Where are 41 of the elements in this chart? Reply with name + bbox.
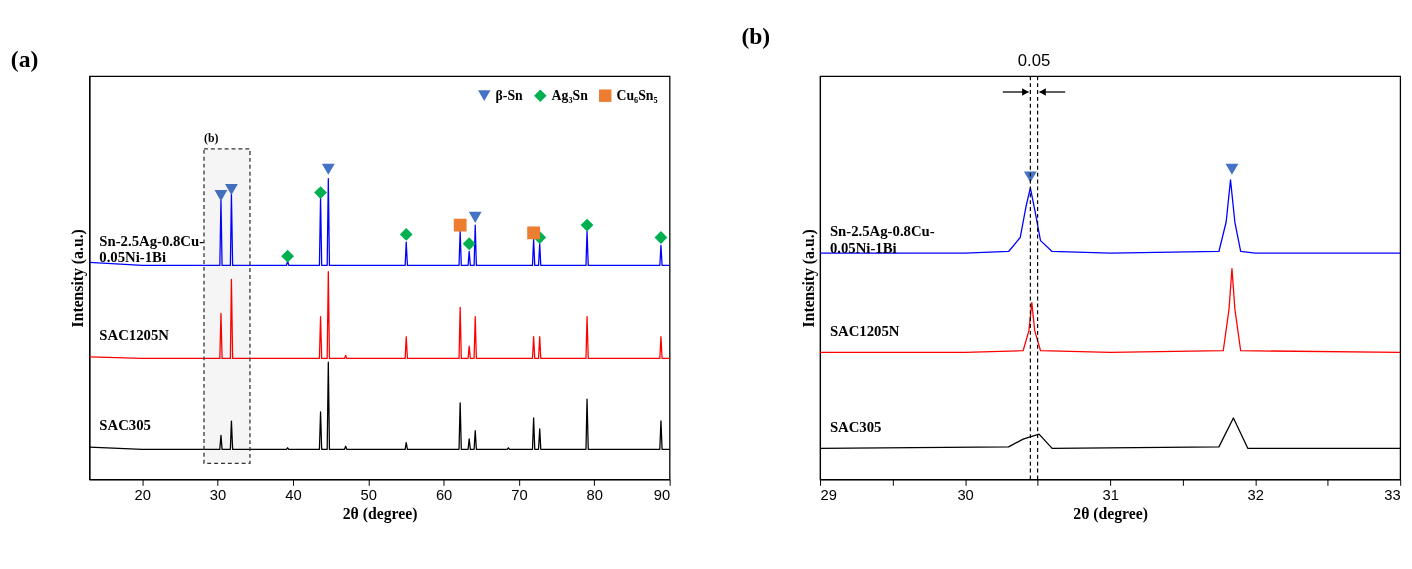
x-tick-label: 70 xyxy=(511,486,528,503)
series-label: SAC1205N xyxy=(829,322,900,339)
series-label: SAC305 xyxy=(99,417,151,434)
point xyxy=(580,218,594,232)
legend-label: Ag₃Sn xyxy=(551,87,589,103)
x-tick-label: 60 xyxy=(435,486,453,503)
x-tick-label: 40 xyxy=(285,486,302,503)
x-tick-label: 20 xyxy=(134,486,151,503)
x-axis-title: 2θ (degree) xyxy=(1073,505,1148,524)
point xyxy=(462,237,476,251)
x-tick-label: 30 xyxy=(209,486,227,503)
x-tick-label: 33 xyxy=(1384,486,1401,503)
x-tick-label: 31 xyxy=(1102,486,1119,503)
chart-title: (a) xyxy=(10,46,39,73)
series-label: SAC1205N xyxy=(99,327,170,344)
point xyxy=(453,218,467,232)
series-label: Sn-2.5Ag-0.8Cu-0.05Ni-1Bi xyxy=(99,232,205,266)
point xyxy=(281,249,295,263)
x-axis-title: 2θ (degree) xyxy=(342,505,418,524)
x-tick-label: 32 xyxy=(1247,486,1264,503)
text: 0.05 xyxy=(1017,51,1051,71)
point xyxy=(225,183,238,196)
point xyxy=(321,163,335,175)
x-tick-label: 50 xyxy=(360,486,377,503)
band-label: (b) xyxy=(204,130,219,145)
legend-label: β-Sn xyxy=(495,87,524,103)
x-tick-label: 90 xyxy=(653,486,671,503)
point xyxy=(527,226,541,240)
point xyxy=(214,190,228,202)
y-axis-title: Intensity (a.u.) xyxy=(69,229,88,328)
x-tick-label: 80 xyxy=(586,486,603,503)
point xyxy=(399,228,413,241)
y-axis-title: Intensity (a.u.) xyxy=(799,229,818,328)
x-tick-label: 30 xyxy=(957,486,974,503)
x-tick-label: 29 xyxy=(820,486,837,503)
legend-label: Cu₆Sn₅ xyxy=(616,87,658,103)
series-label: Sn-2.5Ag-0.8Cu-0.05Ni-1Bi xyxy=(829,223,935,257)
chart-title: (b) xyxy=(741,22,771,49)
series-label: SAC305 xyxy=(829,418,882,435)
point xyxy=(314,186,327,199)
point xyxy=(468,211,482,223)
